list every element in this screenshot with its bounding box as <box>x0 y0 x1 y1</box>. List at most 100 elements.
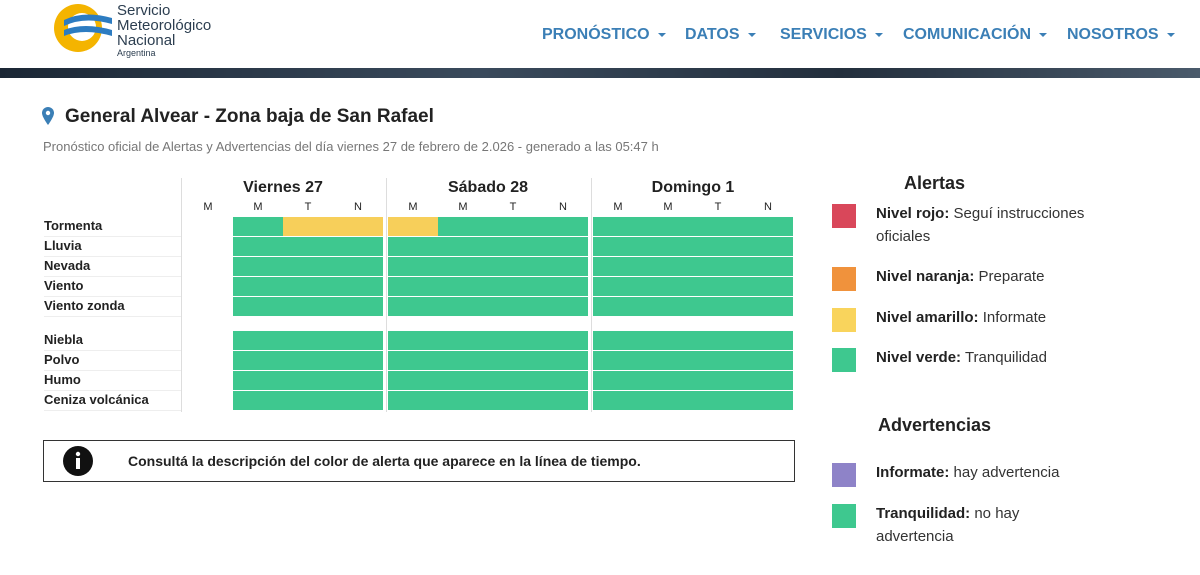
alert-cell <box>333 371 383 390</box>
nav-item[interactable]: COMUNICACIÓN <box>903 26 1047 44</box>
alert-cell <box>283 391 333 410</box>
legend-swatch <box>832 504 856 528</box>
alert-cell <box>593 297 643 316</box>
legend-text: Nivel verde: Tranquilidad <box>876 346 1096 369</box>
alert-cell <box>333 391 383 410</box>
alert-cell <box>693 217 743 236</box>
nav-item[interactable]: NOSOTROS <box>1067 26 1175 44</box>
legend-desc: Informate <box>982 309 1047 326</box>
slot-label: M <box>663 201 673 213</box>
alert-cell <box>283 257 333 276</box>
alert-cell <box>438 297 488 316</box>
alert-cell <box>333 351 383 370</box>
alert-cell <box>333 237 383 256</box>
alert-cell <box>743 391 793 410</box>
logo-line: Servicio <box>117 2 171 19</box>
alert-cell <box>333 331 383 350</box>
location-title: General Alvear - Zona baja de San Rafael <box>65 106 434 127</box>
alert-cell <box>438 351 488 370</box>
alert-cell <box>743 237 793 256</box>
alert-cell <box>283 237 333 256</box>
logo-line: Nacional <box>117 32 176 49</box>
legend-swatch <box>832 267 856 291</box>
alert-cell <box>233 277 283 296</box>
alert-cell <box>388 257 438 276</box>
row-label: Polvo <box>44 351 181 371</box>
slot-label: T <box>509 201 517 213</box>
legend-level: Nivel rojo: <box>876 205 950 222</box>
slot-label: N <box>764 201 772 213</box>
alert-cell <box>693 371 743 390</box>
legend-swatch <box>832 204 856 228</box>
legend-title: Advertencias <box>878 415 992 435</box>
alert-cell <box>283 297 333 316</box>
day-divider <box>386 178 387 412</box>
legend-swatch <box>832 348 856 372</box>
day-divider <box>591 178 592 412</box>
day-name: Domingo 1 <box>651 179 735 196</box>
alert-cell <box>333 257 383 276</box>
alert-cell <box>233 217 283 236</box>
alert-cell <box>538 297 588 316</box>
legend-desc: Seguí instrucciones oficiales <box>876 205 1085 245</box>
slot-label: N <box>354 201 362 213</box>
alert-cell <box>388 331 438 350</box>
alert-cell <box>743 257 793 276</box>
alert-cell <box>388 277 438 296</box>
alert-cell <box>693 391 743 410</box>
nav-item[interactable]: PRONÓSTICO <box>542 26 666 44</box>
legend-desc: Tranquilidad <box>964 349 1047 366</box>
alert-cell <box>388 237 438 256</box>
alert-cell <box>333 297 383 316</box>
alert-cell <box>593 257 643 276</box>
legend-swatch <box>832 463 856 487</box>
alert-cell <box>693 331 743 350</box>
alert-cell <box>388 371 438 390</box>
alert-cell <box>333 277 383 296</box>
slot-label: M <box>253 201 263 213</box>
slot-label: T <box>304 201 312 213</box>
legend-text: Nivel amarillo: Informate <box>876 306 1096 329</box>
alert-cell <box>538 217 588 236</box>
alert-cell <box>438 237 488 256</box>
alert-cell <box>233 237 283 256</box>
alert-cell <box>283 351 333 370</box>
alert-cell <box>488 371 538 390</box>
alert-cell <box>438 331 488 350</box>
day-divider <box>181 178 182 412</box>
alert-cell <box>438 257 488 276</box>
legend-desc: hay advertencia <box>953 464 1060 481</box>
slot-label: N <box>559 201 567 213</box>
alert-cell <box>283 371 333 390</box>
alert-cell <box>388 297 438 316</box>
alert-cell <box>743 277 793 296</box>
row-label: Lluvia <box>44 237 181 257</box>
row-label: Niebla <box>44 331 181 351</box>
alert-cell <box>643 257 693 276</box>
alert-cell <box>643 391 693 410</box>
alert-cell <box>538 331 588 350</box>
logo-line: Argentina <box>117 48 156 58</box>
alert-cell <box>643 371 693 390</box>
alert-cell <box>538 257 588 276</box>
legend-text: Nivel naranja: Preparate <box>876 265 1096 288</box>
alert-cell <box>593 217 643 236</box>
logo-text: Servicio Meteorológico Nacional Argentin… <box>117 3 211 58</box>
alert-cell <box>233 351 283 370</box>
alert-cell <box>743 297 793 316</box>
nav-item[interactable]: DATOS <box>685 26 756 44</box>
alert-cell <box>438 371 488 390</box>
logo-icon <box>54 4 112 52</box>
alert-cell <box>488 217 538 236</box>
alert-cell <box>233 391 283 410</box>
alert-cell <box>233 297 283 316</box>
alert-cell <box>693 257 743 276</box>
nav-item[interactable]: SERVICIOS <box>780 26 883 44</box>
legend-desc: Preparate <box>978 268 1045 285</box>
legend-level: Tranquilidad: <box>876 505 971 522</box>
row-label: Humo <box>44 371 181 391</box>
alert-cell <box>488 391 538 410</box>
alert-cell <box>743 331 793 350</box>
legend-title: Alertas <box>904 173 966 193</box>
legend-text: Tranquilidad: no hay advertencia <box>876 502 1096 548</box>
